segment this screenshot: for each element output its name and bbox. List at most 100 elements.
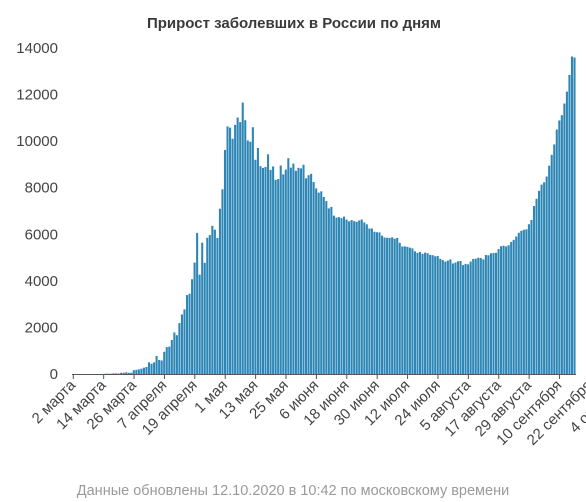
bar bbox=[494, 252, 498, 374]
bar bbox=[401, 246, 404, 374]
bar bbox=[456, 261, 460, 374]
bar bbox=[147, 362, 151, 374]
bar bbox=[193, 262, 196, 374]
bar bbox=[421, 253, 424, 374]
bar bbox=[188, 293, 191, 374]
bar bbox=[180, 314, 183, 374]
bar bbox=[317, 192, 320, 374]
bar bbox=[560, 115, 563, 375]
bar bbox=[512, 239, 515, 374]
bar bbox=[345, 219, 348, 374]
bar bbox=[388, 237, 391, 374]
bar bbox=[185, 295, 189, 374]
bar bbox=[487, 255, 490, 374]
bar bbox=[335, 217, 338, 374]
bar bbox=[424, 252, 427, 374]
bar bbox=[294, 170, 297, 374]
bar bbox=[469, 261, 472, 374]
bar bbox=[353, 221, 356, 374]
bar bbox=[340, 218, 343, 374]
bar bbox=[289, 167, 292, 374]
bar bbox=[135, 369, 138, 374]
bar bbox=[530, 220, 533, 374]
bar bbox=[441, 260, 444, 374]
bar bbox=[403, 246, 406, 374]
bar bbox=[279, 165, 282, 374]
bar bbox=[226, 126, 229, 375]
bar bbox=[170, 340, 173, 374]
bar bbox=[142, 367, 145, 374]
bar bbox=[570, 56, 574, 375]
bar bbox=[464, 263, 467, 374]
bar bbox=[527, 224, 530, 374]
bar bbox=[241, 102, 244, 374]
bar bbox=[127, 372, 130, 374]
bar bbox=[479, 258, 482, 374]
bar bbox=[500, 246, 503, 374]
bar bbox=[125, 372, 128, 374]
bar bbox=[568, 74, 571, 375]
bar bbox=[358, 220, 361, 374]
bar bbox=[558, 120, 561, 374]
bar bbox=[203, 262, 206, 374]
bar bbox=[360, 219, 363, 374]
bar bbox=[434, 256, 437, 374]
bar bbox=[411, 248, 414, 374]
bar bbox=[150, 363, 153, 374]
bar bbox=[522, 229, 525, 374]
bar bbox=[191, 279, 194, 374]
bar bbox=[548, 165, 551, 374]
bar bbox=[418, 251, 422, 374]
bar bbox=[307, 175, 310, 374]
bar bbox=[198, 274, 201, 374]
bar bbox=[137, 369, 140, 374]
y-tick-label: 0 bbox=[50, 366, 58, 383]
bar bbox=[244, 120, 247, 375]
bar bbox=[515, 236, 518, 374]
y-tick-label: 2000 bbox=[25, 319, 58, 336]
bar bbox=[378, 232, 381, 374]
bar bbox=[332, 215, 335, 374]
bar bbox=[315, 188, 318, 374]
bar bbox=[373, 231, 376, 374]
bar bbox=[229, 127, 232, 374]
bar bbox=[439, 258, 442, 374]
bar bbox=[216, 237, 219, 374]
bar bbox=[287, 158, 290, 374]
bar bbox=[145, 366, 148, 374]
bar bbox=[231, 138, 234, 374]
bar bbox=[431, 255, 434, 374]
bar bbox=[175, 335, 178, 374]
bar bbox=[305, 178, 308, 374]
bar bbox=[477, 257, 480, 374]
bar bbox=[261, 167, 265, 374]
bar bbox=[380, 235, 384, 374]
bar bbox=[545, 176, 548, 374]
y-axis: 0 2000 4000 6000 8000 10000 12000 14000 bbox=[16, 40, 58, 383]
bar bbox=[350, 220, 353, 374]
bar bbox=[573, 57, 576, 374]
bar bbox=[444, 261, 447, 374]
bar bbox=[565, 91, 568, 374]
bar bbox=[348, 221, 351, 374]
bar bbox=[274, 179, 277, 374]
bar bbox=[259, 166, 262, 374]
bar bbox=[221, 189, 224, 374]
bar bbox=[482, 259, 485, 374]
bar bbox=[234, 124, 237, 375]
bar bbox=[451, 263, 454, 374]
bar bbox=[563, 103, 566, 374]
bar bbox=[502, 245, 505, 374]
bar bbox=[246, 140, 249, 374]
bar bbox=[201, 242, 204, 374]
bar bbox=[540, 184, 543, 374]
bar bbox=[520, 230, 523, 374]
bar bbox=[342, 216, 346, 374]
bar bbox=[474, 258, 477, 374]
bar bbox=[208, 235, 211, 374]
bar bbox=[312, 181, 315, 374]
bar bbox=[446, 260, 449, 374]
bar bbox=[213, 229, 216, 374]
bar bbox=[327, 208, 330, 374]
